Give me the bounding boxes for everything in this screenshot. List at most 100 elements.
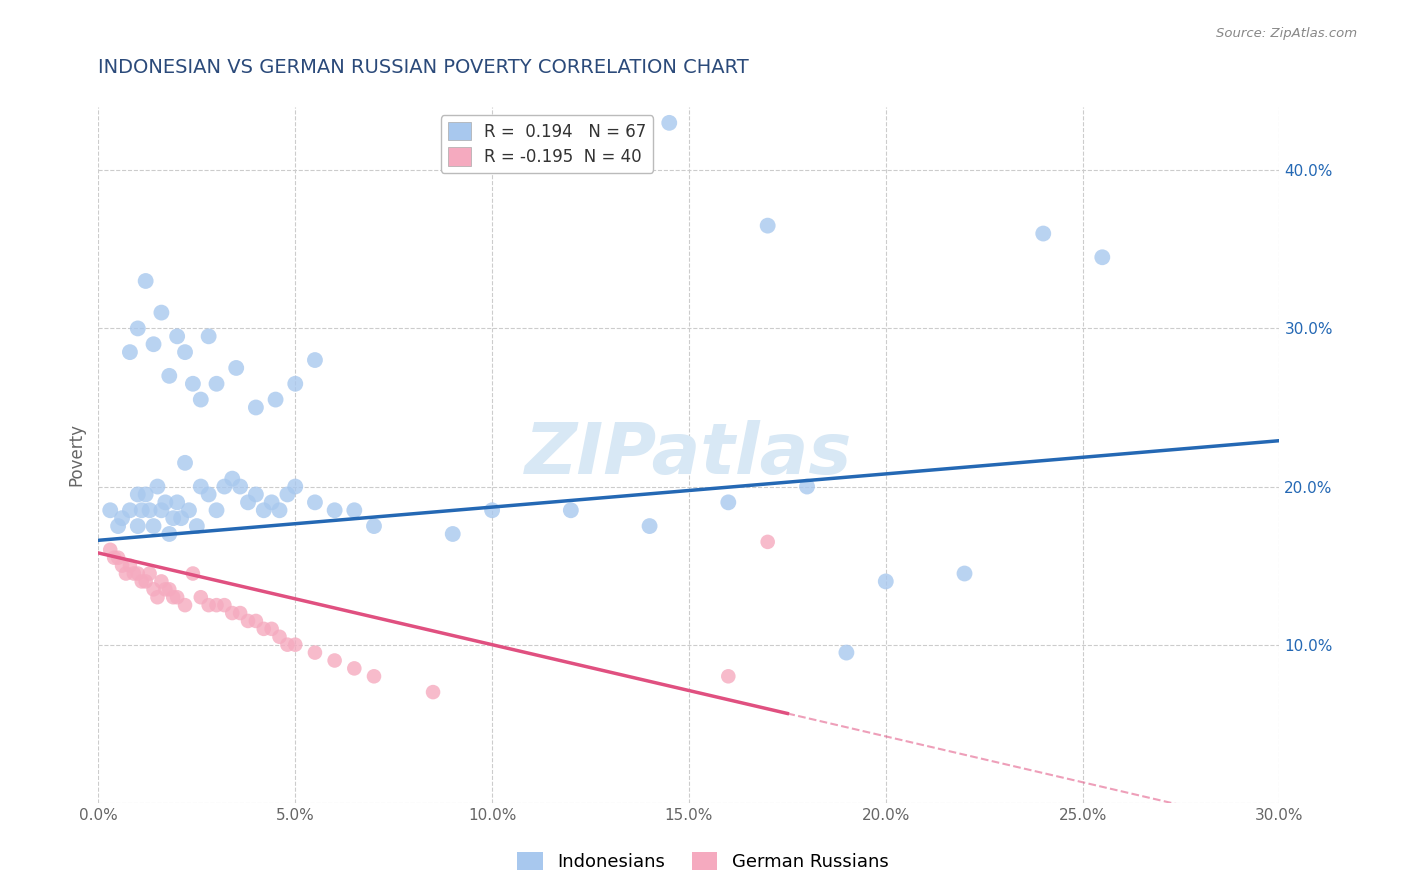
Point: [756, 219, 779, 233]
Legend: R =  0.194   N = 67, R = -0.195  N = 40: R = 0.194 N = 67, R = -0.195 N = 40: [441, 115, 654, 173]
Point: [236, 495, 259, 509]
Point: [229, 479, 252, 493]
Point: [131, 503, 153, 517]
Point: [260, 495, 283, 509]
Point: [343, 503, 366, 517]
Point: [717, 669, 740, 683]
Point: [98, 542, 121, 557]
Point: [118, 345, 141, 359]
Point: [205, 598, 228, 612]
Point: [181, 566, 204, 581]
Point: [127, 321, 149, 335]
Point: [225, 360, 247, 375]
Point: [343, 661, 366, 675]
Point: [422, 685, 444, 699]
Point: [131, 574, 153, 589]
Point: [264, 392, 287, 407]
Point: [135, 274, 157, 288]
Point: [142, 582, 165, 597]
Point: [127, 487, 149, 501]
Point: [170, 511, 193, 525]
Point: [174, 456, 197, 470]
Point: [162, 511, 184, 525]
Point: [166, 495, 188, 509]
Point: [245, 487, 267, 501]
Point: [107, 519, 129, 533]
Point: [157, 368, 180, 383]
Point: [245, 614, 267, 628]
Point: [756, 534, 779, 549]
Point: [197, 598, 219, 612]
Point: [138, 566, 160, 581]
Point: [276, 487, 298, 501]
Point: [190, 392, 212, 407]
Point: [127, 566, 149, 581]
Point: [162, 591, 184, 605]
Point: [835, 646, 858, 660]
Point: [269, 503, 291, 517]
Point: [441, 527, 464, 541]
Point: [363, 519, 385, 533]
Point: [197, 487, 219, 501]
Point: [115, 566, 138, 581]
Point: [717, 495, 740, 509]
Y-axis label: Poverty: Poverty: [67, 424, 86, 486]
Point: [560, 503, 582, 517]
Point: [221, 606, 243, 620]
Point: [155, 582, 177, 597]
Point: [111, 558, 134, 573]
Text: INDONESIAN VS GERMAN RUSSIAN POVERTY CORRELATION CHART: INDONESIAN VS GERMAN RUSSIAN POVERTY COR…: [98, 58, 749, 77]
Point: [150, 503, 173, 517]
Point: [98, 503, 121, 517]
Point: [135, 487, 157, 501]
Point: [245, 401, 267, 415]
Point: [146, 591, 169, 605]
Point: [1032, 227, 1054, 241]
Point: [157, 527, 180, 541]
Point: [214, 479, 236, 493]
Point: [1091, 250, 1114, 264]
Point: [142, 519, 165, 533]
Point: [107, 550, 129, 565]
Point: [481, 503, 503, 517]
Point: [174, 598, 197, 612]
Point: [135, 574, 157, 589]
Point: [284, 376, 307, 391]
Point: [122, 566, 145, 581]
Point: [304, 495, 326, 509]
Point: [138, 503, 160, 517]
Point: [221, 472, 243, 486]
Point: [155, 495, 177, 509]
Point: [953, 566, 976, 581]
Point: [284, 638, 307, 652]
Point: [253, 622, 276, 636]
Point: [276, 638, 298, 652]
Point: [260, 622, 283, 636]
Point: [323, 503, 346, 517]
Point: [166, 591, 188, 605]
Point: [186, 519, 208, 533]
Point: [174, 345, 197, 359]
Point: [177, 503, 200, 517]
Point: [146, 479, 169, 493]
Point: [638, 519, 661, 533]
Point: [181, 376, 204, 391]
Point: [214, 598, 236, 612]
Point: [205, 503, 228, 517]
Text: Source: ZipAtlas.com: Source: ZipAtlas.com: [1216, 27, 1357, 40]
Legend: Indonesians, German Russians: Indonesians, German Russians: [510, 845, 896, 879]
Point: [157, 582, 180, 597]
Point: [875, 574, 897, 589]
Point: [197, 329, 219, 343]
Point: [229, 606, 252, 620]
Point: [103, 550, 125, 565]
Point: [269, 630, 291, 644]
Point: [304, 646, 326, 660]
Point: [190, 591, 212, 605]
Point: [236, 614, 259, 628]
Point: [150, 574, 173, 589]
Text: ZIPatlas: ZIPatlas: [526, 420, 852, 490]
Point: [118, 503, 141, 517]
Point: [166, 329, 188, 343]
Point: [658, 116, 681, 130]
